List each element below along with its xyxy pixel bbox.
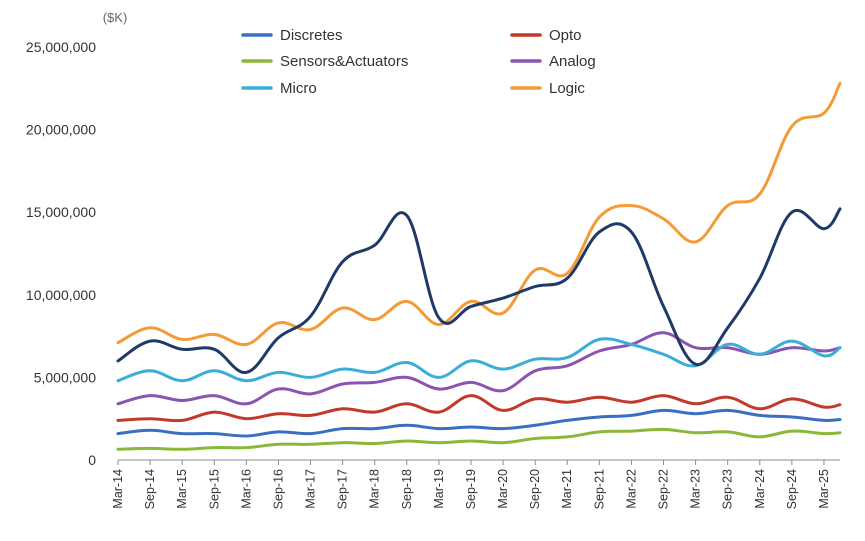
x-tick-label: Mar-23 bbox=[689, 469, 703, 509]
axes: 0 5,000,000 10,000,000 15,000,000 20,000,000… bbox=[26, 39, 840, 509]
legend-label-micro: Micro bbox=[280, 80, 317, 97]
x-tick-label: Mar-22 bbox=[624, 469, 638, 509]
x-tick-label: Mar-20 bbox=[496, 469, 510, 509]
x-tick-label: Sep-20 bbox=[528, 469, 542, 509]
legend-label-sensors-actuators: Sensors&Actuators bbox=[280, 53, 408, 70]
series-line-sensors-actuators bbox=[116, 427, 842, 451]
series-line-opto bbox=[116, 394, 842, 423]
legend-label-analog: Analog bbox=[549, 53, 596, 70]
legend: Discretes Opto Sensors&Actuators Analog Micr… bbox=[241, 27, 596, 97]
x-tick-label: Mar-15 bbox=[175, 469, 189, 509]
y-tick-label: 25,000,000 bbox=[26, 39, 96, 55]
y-tick-label: 0 bbox=[88, 452, 96, 468]
x-tick-label: Sep-19 bbox=[464, 469, 478, 509]
x-tick-label: Mar-19 bbox=[432, 469, 446, 509]
y-tick-label: 15,000,000 bbox=[26, 204, 96, 220]
series-line-analog bbox=[116, 331, 842, 406]
x-tick-label: Sep-23 bbox=[721, 469, 735, 509]
series-line-unlabeled bbox=[116, 207, 842, 374]
legend-label-logic: Logic bbox=[549, 80, 585, 97]
x-tick-label: Sep-24 bbox=[785, 469, 799, 509]
x-tick-label: Mar-21 bbox=[560, 469, 574, 509]
unit-label: ($K) bbox=[103, 10, 128, 25]
x-tick-label: Sep-21 bbox=[592, 469, 606, 509]
legend-label-discretes: Discretes bbox=[280, 27, 343, 44]
y-tick-label: 20,000,000 bbox=[26, 122, 96, 138]
y-tick-label: 10,000,000 bbox=[26, 287, 96, 303]
series-line-logic bbox=[116, 81, 842, 347]
x-tick-label: Sep-22 bbox=[657, 469, 671, 509]
x-tick-label: Sep-16 bbox=[271, 469, 285, 509]
x-tick-label: Mar-17 bbox=[304, 469, 318, 509]
x-tick-label: Sep-17 bbox=[336, 469, 350, 509]
y-tick-label: 5,000,000 bbox=[34, 369, 96, 385]
x-tick-label: Mar-16 bbox=[239, 469, 253, 509]
series-line-discretes bbox=[116, 408, 842, 438]
series-lines bbox=[116, 81, 842, 451]
legend-label-opto: Opto bbox=[549, 27, 582, 44]
x-tick-label: Mar-18 bbox=[368, 469, 382, 509]
x-tick-label: Sep-15 bbox=[207, 469, 221, 509]
x-tick-label: Mar-14 bbox=[111, 469, 125, 509]
x-tick-label: Sep-14 bbox=[143, 469, 157, 509]
series-line-micro bbox=[116, 337, 842, 383]
x-tick-label: Mar-24 bbox=[753, 469, 767, 509]
x-tick-label: Sep-18 bbox=[400, 469, 414, 509]
x-tick-label: Mar-25 bbox=[817, 469, 831, 509]
